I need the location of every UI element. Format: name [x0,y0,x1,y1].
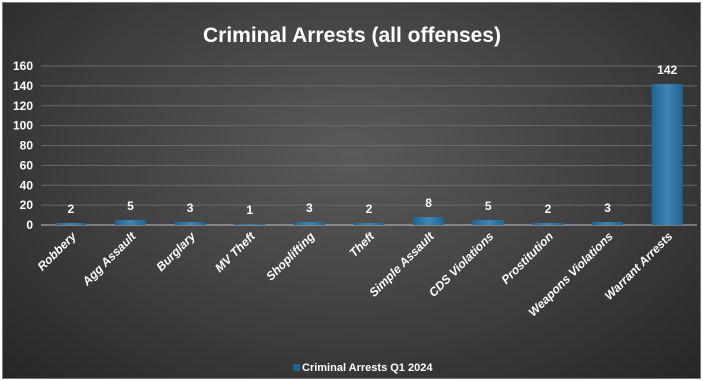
data-label: 8 [425,196,432,210]
y-tick-label: 100 [13,119,33,133]
data-label: 1 [246,203,253,217]
data-label: 5 [127,199,134,213]
data-label: 2 [545,202,552,216]
bar [55,223,87,225]
bar [114,220,146,225]
y-tick-label: 0 [26,218,33,232]
bar [592,222,624,225]
x-tick-label: Shoplifting [263,229,318,284]
bar [413,217,445,225]
legend: Criminal Arrests Q1 2024 [293,362,433,374]
bar [472,220,504,225]
data-label: 142 [657,63,677,77]
data-label: 2 [366,202,373,216]
bar-chart: Criminal Arrests (all offenses) 0 20 40 60 8… [13,24,697,374]
y-tick-label: 20 [20,198,34,212]
y-tick-label: 40 [20,178,34,192]
y-tick-label: 140 [13,79,33,93]
x-tick-label: Prostitution [499,229,557,287]
x-tick-label: MV Theft [212,229,258,275]
bar [651,83,683,225]
bars [55,83,683,225]
legend-label: Criminal Arrests Q1 2024 [302,362,433,374]
y-tick-label: 60 [20,158,34,172]
bar [532,223,564,225]
data-label: 3 [306,201,313,215]
x-tick-label: CDS Violations [426,229,497,300]
legend-swatch [293,364,300,371]
x-axis-ticks: Robbery Agg Assault Burglary MV Theft Shopli… [35,228,676,319]
data-labels: 2 5 3 1 3 2 8 5 2 3 142 [67,63,677,217]
y-axis-ticks: 0 20 40 60 80 100 120 140 160 [13,59,33,232]
chart-title: Criminal Arrests (all offenses) [203,24,501,47]
x-tick-label: Agg Assault [79,229,140,290]
data-label: 3 [604,201,611,215]
x-tick-label: Robbery [35,228,80,273]
y-tick-label: 80 [20,139,34,153]
bar [174,222,206,225]
bar [353,223,385,225]
data-label: 2 [67,202,74,216]
bar [293,222,325,225]
data-label: 3 [187,201,194,215]
y-tick-label: 120 [13,99,33,113]
bar [234,224,266,225]
y-tick-label: 160 [13,59,33,73]
data-label: 5 [485,199,492,213]
x-tick-label: Burglary [153,228,199,274]
x-tick-label: Theft [346,229,377,260]
